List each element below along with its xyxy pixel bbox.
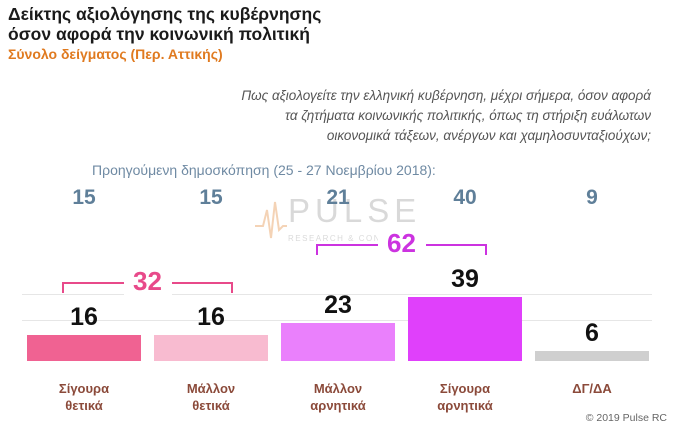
bar	[281, 323, 395, 361]
previous-value-label: 21	[326, 186, 350, 209]
category-label: Μάλλον θετικά	[156, 380, 266, 414]
category-label-line1: Μάλλον	[313, 381, 363, 396]
group-total-label: 62	[377, 227, 426, 259]
chart-title-line1: Δείκτης αξιολόγησης της κυβέρνησης	[8, 4, 322, 24]
category-label-line2: θετικά	[65, 398, 103, 413]
previous-value-label: 40	[453, 186, 477, 209]
chart-title-line2: όσον αφορά την κοινωνική πολιτική	[8, 24, 310, 44]
previous-value-label: 9	[586, 186, 598, 209]
category-label: Σίγουρα θετικά	[29, 380, 139, 414]
bar-value-label: 6	[585, 319, 599, 348]
pulse-wave-icon	[255, 201, 287, 239]
previous-value-label: 15	[72, 186, 96, 209]
bar	[535, 351, 649, 361]
bar	[154, 334, 268, 361]
bar-value-label: 16	[197, 302, 225, 331]
category-label-line1: Σίγουρα	[58, 381, 110, 396]
survey-question: Πως αξιολογείτε την ελληνική κυβέρνηση, …	[171, 86, 651, 146]
bar	[408, 296, 522, 361]
watermark-text: PULSE	[288, 192, 422, 229]
category-label-line1: ΔΓ/ΔΑ	[572, 381, 612, 396]
category-label-line2: θετικά	[192, 398, 230, 413]
gridline	[22, 294, 652, 295]
category-label: Μάλλον αρνητικά	[283, 380, 393, 414]
category-label: ΔΓ/ΔΑ	[537, 380, 647, 397]
bar-value-label: 23	[324, 291, 352, 320]
chart-subtitle: Σύνολο δείγματος (Περ. Αττικής)	[8, 46, 223, 62]
copyright: © 2019 Pulse RC	[585, 412, 667, 424]
group-total-label: 32	[123, 265, 172, 297]
category-label-line2: αρνητικά	[437, 398, 493, 413]
survey-question-line2: τα ζητήματα κοινωνικής πολιτικής, όπως τ…	[284, 108, 651, 123]
survey-question-line3: οικονομικά τάξεων, ανέργων και χαμηλοσυν…	[326, 128, 651, 143]
bar-value-label: 16	[70, 302, 98, 331]
watermark-subtext: RESEARCH & CONSULTING	[288, 234, 426, 243]
category-label-line1: Σίγουρα	[439, 381, 491, 396]
chart-title: Δείκτης αξιολόγησης της κυβέρνησης όσον …	[8, 4, 321, 44]
previous-survey-label: Προηγούμενη δημοσκόπηση (25 - 27 Νοεμβρί…	[92, 162, 436, 178]
category-label-line2: αρνητικά	[310, 398, 366, 413]
category-label: Σίγουρα αρνητικά	[410, 380, 520, 414]
previous-value-label: 15	[199, 186, 223, 209]
bar-value-label: 39	[451, 264, 479, 293]
gridline	[22, 320, 652, 321]
bar	[27, 334, 141, 361]
category-label-line1: Μάλλον	[186, 381, 236, 396]
survey-question-line1: Πως αξιολογείτε την ελληνική κυβέρνηση, …	[241, 88, 651, 103]
